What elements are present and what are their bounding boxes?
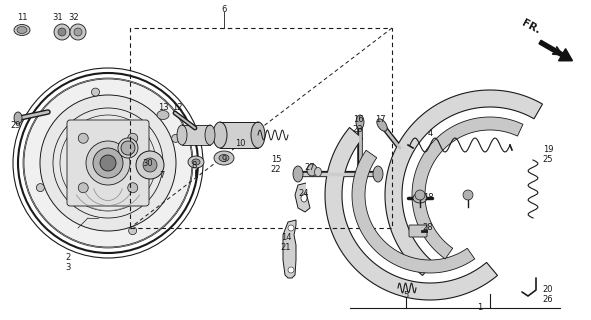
Ellipse shape <box>192 159 200 165</box>
Text: 2: 2 <box>66 253 71 262</box>
Text: 6: 6 <box>221 5 227 14</box>
Text: 1: 1 <box>478 303 483 313</box>
Circle shape <box>78 133 88 143</box>
Bar <box>130 28 392 228</box>
Circle shape <box>463 190 473 200</box>
Text: 5: 5 <box>404 291 408 300</box>
Circle shape <box>86 141 130 185</box>
Circle shape <box>24 79 192 247</box>
Text: 16: 16 <box>353 116 363 124</box>
Circle shape <box>54 24 70 40</box>
Polygon shape <box>352 150 475 273</box>
Circle shape <box>70 24 86 40</box>
Ellipse shape <box>219 155 229 162</box>
Circle shape <box>78 183 88 193</box>
Ellipse shape <box>413 193 427 203</box>
Text: 13: 13 <box>158 102 168 111</box>
Text: 24: 24 <box>298 188 309 197</box>
Ellipse shape <box>205 125 215 145</box>
Ellipse shape <box>17 27 27 34</box>
Ellipse shape <box>157 110 169 119</box>
Circle shape <box>415 190 425 200</box>
Ellipse shape <box>356 115 364 129</box>
Text: 31: 31 <box>53 13 63 22</box>
Ellipse shape <box>301 194 307 202</box>
Ellipse shape <box>213 122 227 148</box>
Circle shape <box>74 28 82 36</box>
Text: 26: 26 <box>543 295 553 305</box>
Text: 15: 15 <box>271 156 281 164</box>
Text: 3: 3 <box>66 263 71 273</box>
Ellipse shape <box>373 166 383 182</box>
Text: 12: 12 <box>172 102 182 111</box>
Circle shape <box>129 227 137 235</box>
Circle shape <box>36 184 44 192</box>
Text: 23: 23 <box>353 125 363 134</box>
Text: 22: 22 <box>271 165 281 174</box>
Text: 25: 25 <box>543 156 553 164</box>
Text: 11: 11 <box>17 13 27 22</box>
Ellipse shape <box>307 164 317 176</box>
Text: 4: 4 <box>427 129 433 138</box>
FancyArrow shape <box>539 40 573 61</box>
Ellipse shape <box>188 156 204 168</box>
Text: 20: 20 <box>543 285 553 294</box>
Text: 28: 28 <box>423 223 433 233</box>
Polygon shape <box>283 220 296 278</box>
Text: 19: 19 <box>543 146 553 155</box>
Polygon shape <box>295 183 310 212</box>
Polygon shape <box>412 117 523 259</box>
Ellipse shape <box>377 119 387 131</box>
Circle shape <box>40 95 176 231</box>
Bar <box>220 122 258 148</box>
FancyBboxPatch shape <box>67 120 149 206</box>
Ellipse shape <box>288 267 294 273</box>
Circle shape <box>121 141 135 155</box>
Circle shape <box>143 158 157 172</box>
Circle shape <box>58 28 66 36</box>
Text: 8: 8 <box>191 161 197 170</box>
Text: 27: 27 <box>305 164 316 172</box>
Circle shape <box>128 133 138 143</box>
Text: 7: 7 <box>160 171 165 180</box>
Ellipse shape <box>214 151 234 165</box>
Circle shape <box>128 183 138 193</box>
Text: 32: 32 <box>69 13 79 22</box>
Circle shape <box>136 151 164 179</box>
Text: 9: 9 <box>222 156 226 164</box>
Polygon shape <box>385 90 543 276</box>
Ellipse shape <box>288 225 294 231</box>
Ellipse shape <box>177 125 187 145</box>
Polygon shape <box>325 127 498 300</box>
Text: 17: 17 <box>375 116 385 124</box>
Ellipse shape <box>14 25 30 36</box>
Circle shape <box>93 148 123 178</box>
Text: 10: 10 <box>235 139 245 148</box>
Bar <box>182 125 210 145</box>
Circle shape <box>118 138 138 158</box>
Ellipse shape <box>251 122 265 148</box>
Text: 30: 30 <box>142 158 153 167</box>
Text: FR.: FR. <box>520 18 542 36</box>
Ellipse shape <box>314 167 322 177</box>
Text: 18: 18 <box>423 194 433 203</box>
Text: 14: 14 <box>281 234 291 243</box>
FancyBboxPatch shape <box>409 225 427 237</box>
Text: 29: 29 <box>11 122 21 131</box>
Ellipse shape <box>293 166 303 182</box>
Text: 21: 21 <box>281 244 291 252</box>
Circle shape <box>92 88 99 96</box>
Circle shape <box>100 155 116 171</box>
Ellipse shape <box>14 112 22 124</box>
Circle shape <box>171 134 180 142</box>
